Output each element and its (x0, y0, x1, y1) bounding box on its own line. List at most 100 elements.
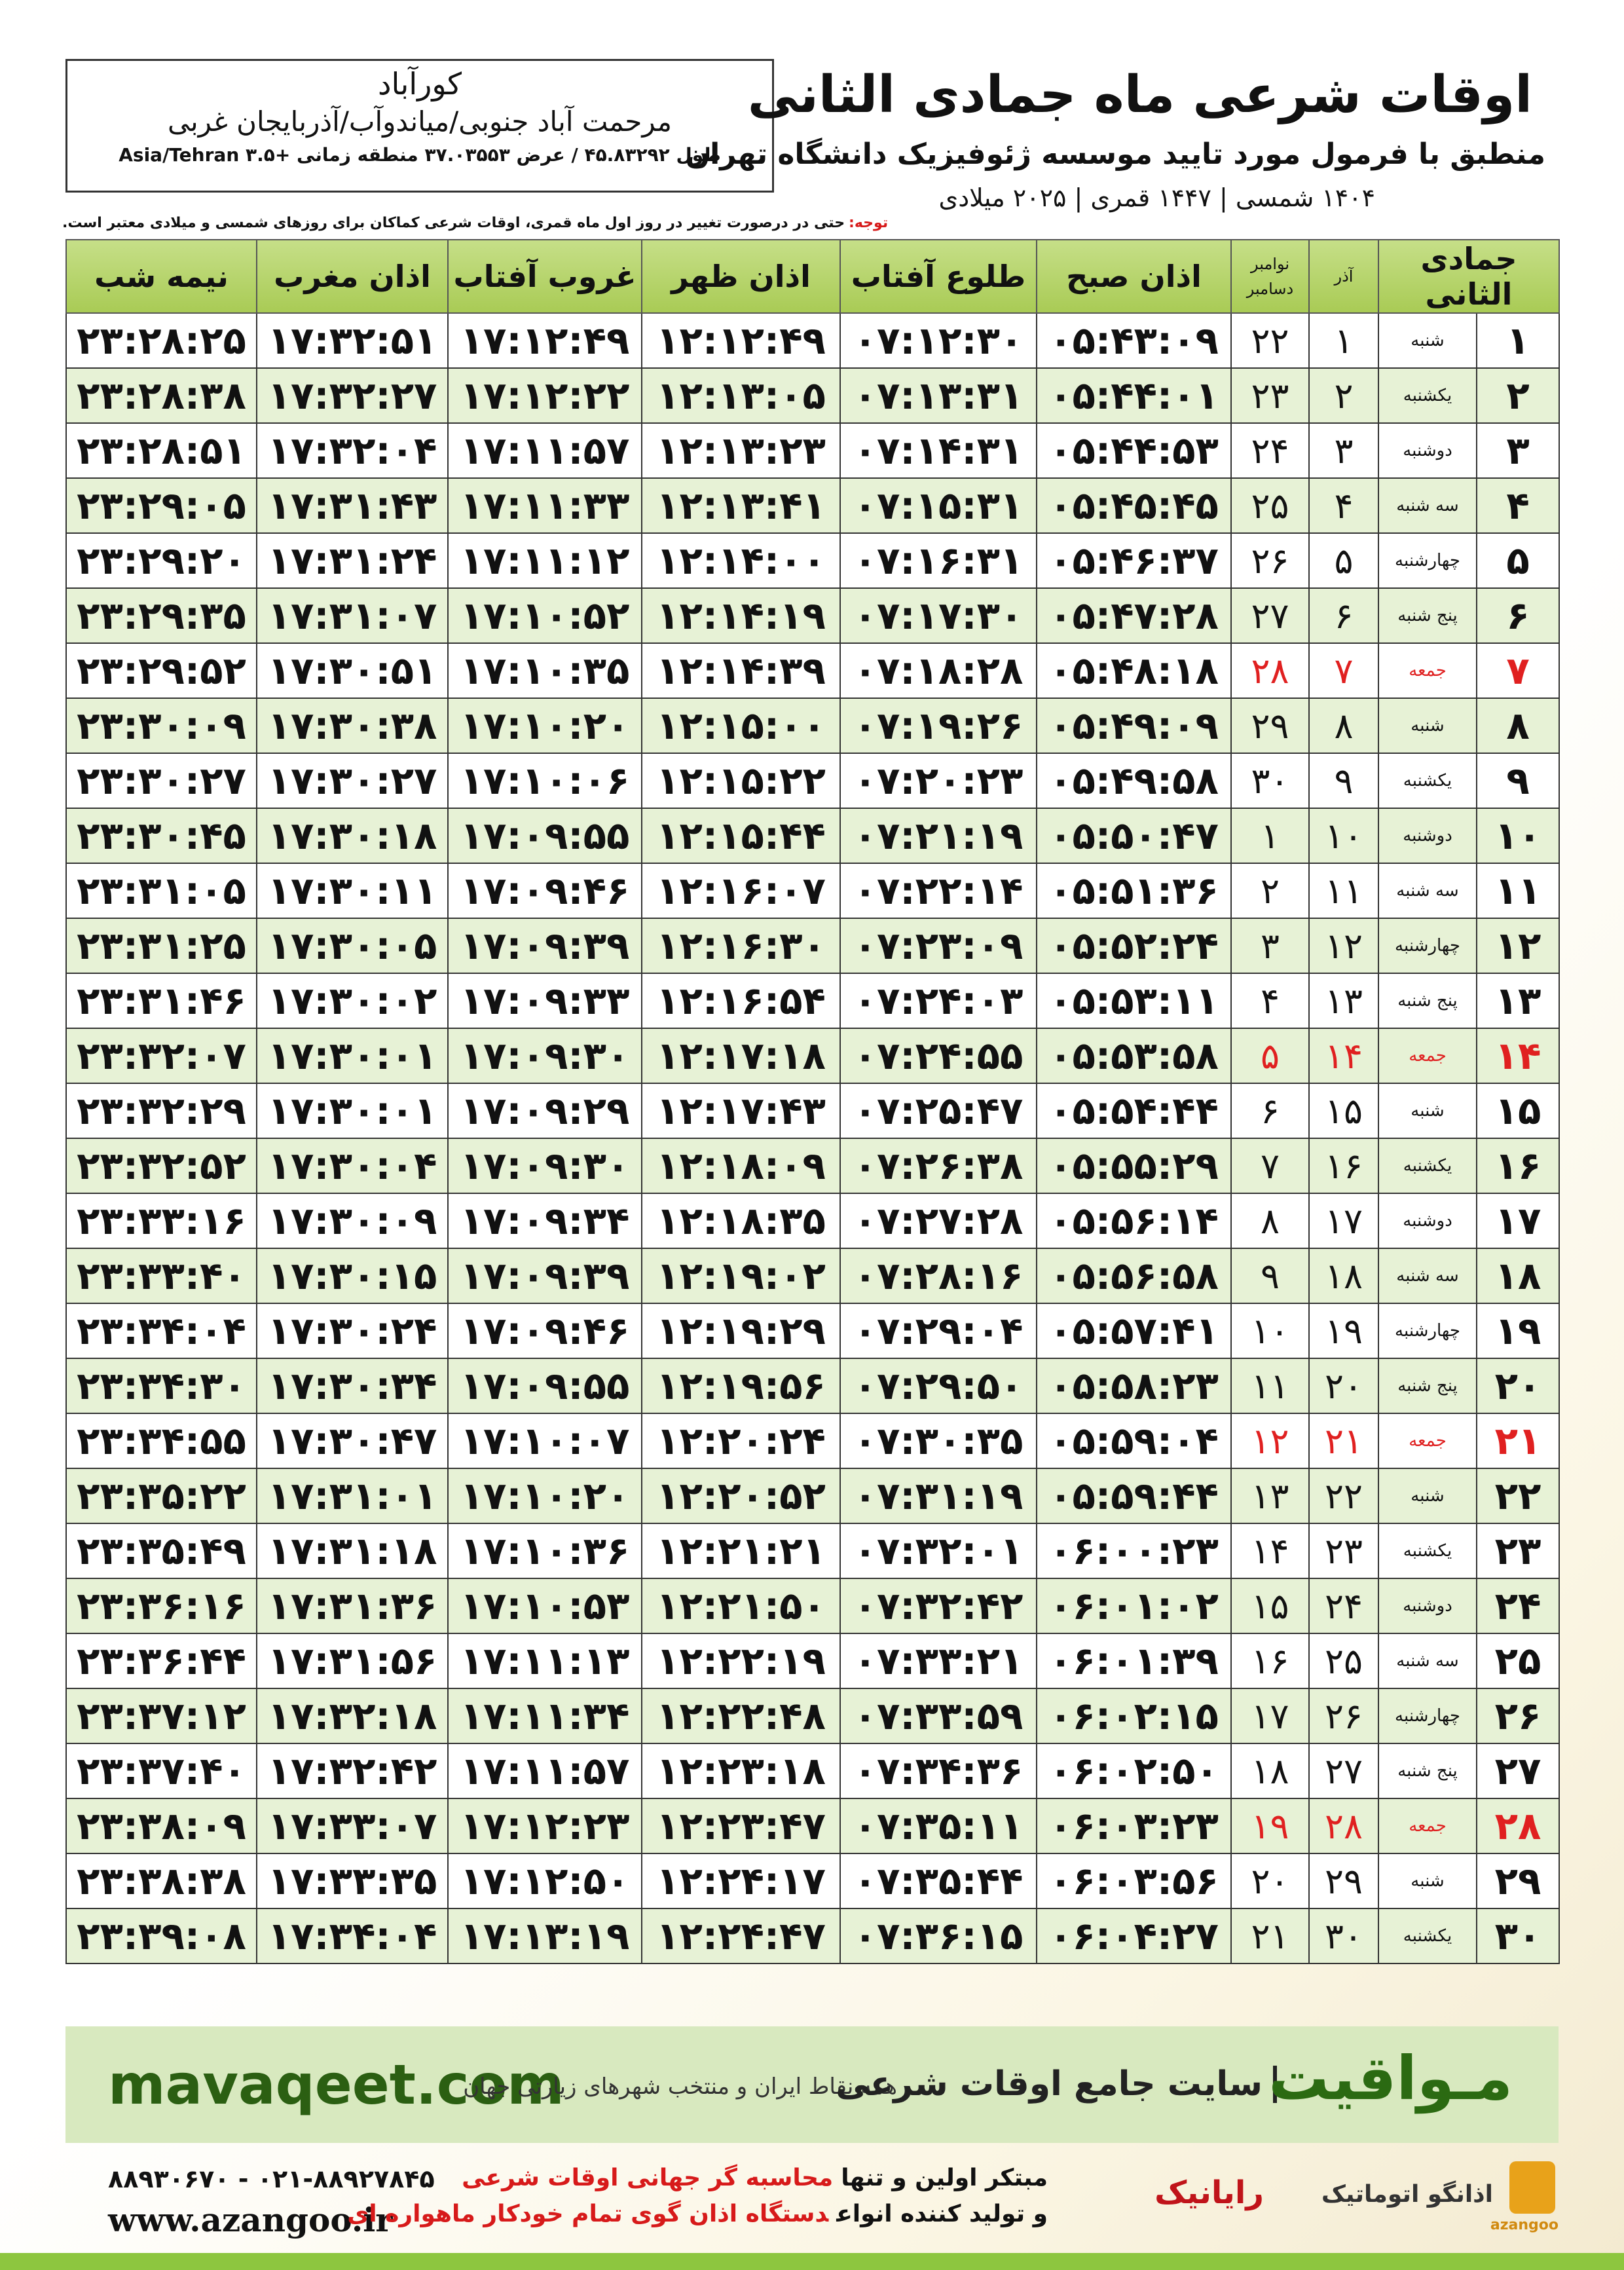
time-cell: ۰۶:۰۱:۰۲ (1036, 1578, 1232, 1634)
time-cell: ۲۳:۳۲:۵۲ (65, 1138, 257, 1194)
time-cell: ۱۷:۰۹:۲۹ (447, 1083, 642, 1139)
time-cell: ۱۷:۳۱:۳۶ (256, 1578, 449, 1634)
footer-line: مبتکر اولین و تنها محاسبه گر جهانی اوقات … (462, 2165, 1048, 2191)
banner: mavaqeet.com همه نقاط ایران و منتخب شهره… (65, 2026, 1559, 2143)
table-row: ۲۵ سه شنبه ۲۵ ۱۶ ۰۶:۰۱:۳۹ ۰۷:۳۳:۲۱ ۱۲:۲۲:۱۹ ۱۷:… (65, 1633, 1560, 1689)
time-cell: ۲۳:۳۱:۰۵ (65, 863, 257, 919)
time-cell: ۱۲:۲۰:۲۴ (641, 1413, 841, 1469)
column-header: اذان ظهر (641, 239, 841, 314)
date-cell: ۱۶ (1476, 1138, 1560, 1194)
footer-highlight: محاسبه گر جهانی اوقات شرعی (462, 2165, 834, 2191)
time-cell: ۰۷:۲۴:۰۳ (840, 973, 1037, 1029)
date-cell: ۳ (1476, 422, 1560, 479)
website[interactable]: www.azangoo.ir (108, 2201, 393, 2239)
date-cell: جمعه (1377, 1028, 1478, 1084)
banner-brand: مـواقیت (1268, 2043, 1513, 2113)
column-header: غروب آفتاب (447, 239, 642, 314)
date-cell: دوشنبه (1377, 1193, 1478, 1249)
date-cell: ۹ (1476, 753, 1560, 809)
time-cell: ۲۳:۳۸:۰۹ (65, 1798, 257, 1854)
time-cell: ۰۵:۴۵:۴۵ (1036, 477, 1232, 534)
time-cell: ۰۵:۵۸:۲۳ (1036, 1358, 1232, 1414)
time-cell: ۱۲:۲۴:۱۷ (641, 1853, 841, 1909)
date-cell: ۳ (1308, 422, 1379, 479)
time-cell: ۰۵:۵۳:۱۱ (1036, 973, 1232, 1029)
time-cell: ۱۲:۲۳:۱۸ (641, 1743, 841, 1799)
time-cell: ۱۷:۱۱:۱۲ (447, 532, 642, 589)
time-cell: ۱۲:۱۹:۲۹ (641, 1303, 841, 1359)
date-cell: ۲۳ (1308, 1523, 1379, 1579)
time-cell: ۲۳:۲۹:۰۵ (65, 477, 257, 534)
column-header: نیمه شب (65, 239, 257, 314)
footer-line: و تولید کننده انواع دستگاه اذان گوی تمام … (347, 2201, 1048, 2227)
time-cell: ۱۷:۳۳:۰۷ (256, 1798, 449, 1854)
time-cell: ۰۷:۳۵:۴۴ (840, 1853, 1037, 1909)
time-cell: ۰۷:۱۹:۲۶ (840, 698, 1037, 754)
time-cell: ۰۵:۵۱:۳۶ (1036, 863, 1232, 919)
time-cell: ۲۳:۳۴:۳۰ (65, 1358, 257, 1414)
table-row: ۲۷ پنج شنبه ۲۷ ۱۸ ۰۶:۰۲:۵۰ ۰۷:۳۴:۳۶ ۱۲:۲۳:۱۸ ۱۷… (65, 1743, 1560, 1799)
column-header: نوامبر دسامبر (1230, 239, 1310, 314)
time-cell: ۱۷:۳۲:۱۸ (256, 1688, 449, 1744)
date-cell: ۱۴ (1308, 1028, 1379, 1084)
note: توجه:حتی در درصورت تغییر در روز اول ماه … (62, 215, 888, 231)
time-cell: ۰۵:۴۹:۰۹ (1036, 698, 1232, 754)
time-cell: ۱۷:۳۰:۰۹ (256, 1193, 449, 1249)
date-cell: ۲۲ (1476, 1468, 1560, 1524)
time-cell: ۰۷:۱۷:۳۰ (840, 587, 1037, 644)
column-header: جمادی الثانی (1377, 239, 1560, 314)
date-cell: ۲۶ (1230, 532, 1310, 589)
column-header: اذان مغرب (256, 239, 449, 314)
date-cell: ۱۴ (1476, 1028, 1560, 1084)
date-cell: ۲۷ (1308, 1743, 1379, 1799)
time-cell: ۱۷:۳۱:۲۴ (256, 532, 449, 589)
date-cell: یکشنبه (1377, 367, 1478, 424)
time-cell: ۱۷:۱۰:۲۰ (447, 1468, 642, 1524)
time-cell: ۱۷:۳۰:۳۴ (256, 1358, 449, 1414)
table-row: ۲۶ چهارشنبه ۲۶ ۱۷ ۰۶:۰۲:۱۵ ۰۷:۳۳:۵۹ ۱۲:۲۲:۴۸ ۱۷… (65, 1688, 1560, 1744)
time-cell: ۰۵:۴۴:۵۳ (1036, 422, 1232, 479)
subtitle: منطبق با فرمول مورد تایید موسسه ژئوفیزیک… (685, 138, 1545, 171)
time-cell: ۱۷:۰۹:۳۰ (447, 1138, 642, 1194)
date-cell: ۱۷ (1476, 1193, 1560, 1249)
date-cell: یکشنبه (1377, 1908, 1478, 1964)
time-cell: ۲۳:۳۴:۵۵ (65, 1413, 257, 1469)
date-cell: ۸ (1476, 698, 1560, 754)
time-cell: ۱۲:۲۲:۱۹ (641, 1633, 841, 1689)
time-cell: ۱۲:۱۸:۰۹ (641, 1138, 841, 1194)
date-cell: ۳۰ (1476, 1908, 1560, 1964)
time-cell: ۰۷:۲۴:۵۵ (840, 1028, 1037, 1084)
time-cell: ۰۵:۵۰:۴۷ (1036, 808, 1232, 864)
date-cell: پنج شنبه (1377, 1358, 1478, 1414)
time-cell: ۰۵:۵۶:۵۸ (1036, 1248, 1232, 1304)
time-cell: ۱۷:۱۱:۵۷ (447, 1743, 642, 1799)
table-row: ۱۷ دوشنبه ۱۷ ۸ ۰۵:۵۶:۱۴ ۰۷:۲۷:۲۸ ۱۲:۱۸:۳۵ ۱۷:۰۹… (65, 1193, 1560, 1249)
date-cell: ۱۰ (1476, 808, 1560, 864)
footer-text: مبتکر اولین و تنها (841, 2165, 1048, 2191)
table-row: ۲۰ پنج شنبه ۲۰ ۱۱ ۰۵:۵۸:۲۳ ۰۷:۲۹:۵۰ ۱۲:۱۹:۵۶ ۱۷… (65, 1358, 1560, 1414)
time-cell: ۰۷:۱۳:۳۱ (840, 367, 1037, 424)
date-cell: ۶ (1308, 587, 1379, 644)
time-cell: ۱۲:۱۴:۳۹ (641, 642, 841, 699)
table-row: ۱۸ سه شنبه ۱۸ ۹ ۰۵:۵۶:۵۸ ۰۷:۲۸:۱۶ ۱۲:۱۹:۰۲ ۱۷:۰… (65, 1248, 1560, 1304)
date-cell: ۲۰ (1230, 1853, 1310, 1909)
date-cell: ۱۱ (1230, 1358, 1310, 1414)
time-cell: ۱۲:۲۰:۵۲ (641, 1468, 841, 1524)
logo: اذانگو اتوماتیک (1321, 2181, 1493, 2208)
time-cell: ۰۷:۲۰:۲۳ (840, 753, 1037, 809)
date-cell: ۱۱ (1308, 863, 1379, 919)
date-cell: ۱۹ (1308, 1303, 1379, 1359)
date-cell: ۲۵ (1308, 1633, 1379, 1689)
time-cell: ۲۳:۲۹:۲۰ (65, 532, 257, 589)
time-cell: ۰۷:۲۱:۱۹ (840, 808, 1037, 864)
date-cell: ۸ (1308, 698, 1379, 754)
banner-url[interactable]: mavaqeet.com (108, 2053, 564, 2117)
time-cell: ۱۷:۰۹:۳۹ (447, 918, 642, 974)
date-cell: ۵ (1308, 532, 1379, 589)
date-cell: جمعه (1377, 1413, 1478, 1469)
time-cell: ۰۶:۰۲:۱۵ (1036, 1688, 1232, 1744)
time-cell: ۱۷:۱۰:۳۶ (447, 1523, 642, 1579)
time-cell: ۱۷:۳۱:۵۶ (256, 1633, 449, 1689)
date-cell: ۲۱ (1476, 1413, 1560, 1469)
date-cell: ۱۵ (1476, 1083, 1560, 1139)
